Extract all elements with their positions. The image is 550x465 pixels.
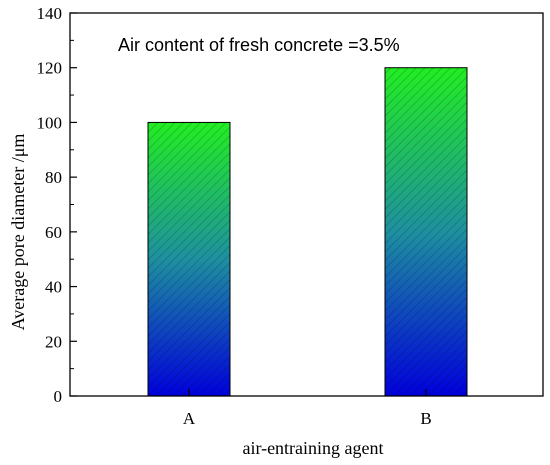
y-axis-title: Average pore diameter /μm <box>8 134 28 331</box>
y-tick-label: 100 <box>37 113 63 132</box>
chart-annotation: Air content of fresh concrete =3.5% <box>118 35 400 55</box>
axes-group: 0 20 40 60 80 100 120 140 A B <box>37 4 544 428</box>
x-tick-label-A: A <box>183 409 196 428</box>
y-tick-label: 60 <box>45 223 62 242</box>
y-tick-label: 40 <box>45 278 62 297</box>
y-tick-label: 140 <box>37 4 63 23</box>
x-axis-title: air-entraining agent <box>242 438 383 458</box>
y-tick-label: 80 <box>45 168 62 187</box>
y-tick-label: 0 <box>54 387 63 406</box>
y-tick-label: 20 <box>45 332 62 351</box>
x-tick-label-B: B <box>420 409 431 428</box>
bar-outline-B <box>384 67 468 397</box>
y-tick-label: 120 <box>37 59 63 78</box>
bars-group <box>147 67 468 397</box>
bar-outline-A <box>147 121 231 397</box>
plot-frame <box>69 12 544 397</box>
